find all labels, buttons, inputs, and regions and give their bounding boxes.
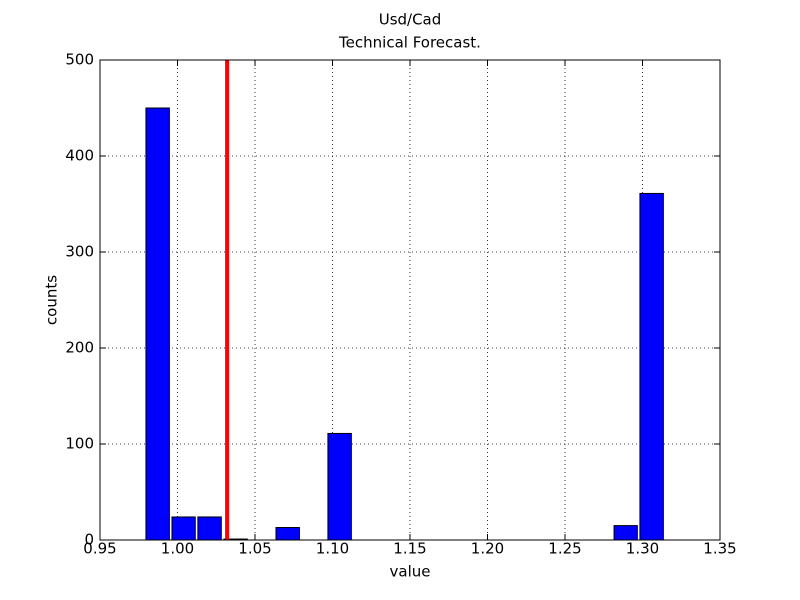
chart-subtitle: Technical Forecast. <box>338 34 481 52</box>
chart-title: Usd/Cad <box>379 11 442 29</box>
x-tick-label: 1.30 <box>626 540 659 558</box>
plot-frame <box>99 59 721 541</box>
y-tick-label: 200 <box>65 339 94 357</box>
bar <box>275 527 300 541</box>
y-tick-label: 100 <box>65 435 94 453</box>
y-tick-label: 400 <box>65 147 94 165</box>
x-tick-label: 1.10 <box>316 540 349 558</box>
x-tick-label: 1.00 <box>161 540 194 558</box>
x-tick-label: 1.35 <box>703 540 736 558</box>
bar <box>145 107 170 541</box>
bar <box>197 516 222 541</box>
y-axis-label: counts <box>43 275 61 325</box>
x-tick-label: 1.20 <box>471 540 504 558</box>
x-tick-label: 1.05 <box>238 540 271 558</box>
x-tick-label: 0.95 <box>83 540 116 558</box>
x-tick-label: 1.25 <box>548 540 581 558</box>
bar <box>171 516 196 541</box>
x-tick-label: 1.15 <box>393 540 426 558</box>
y-tick-label: 300 <box>65 243 94 261</box>
y-tick-label: 500 <box>65 51 94 69</box>
bar <box>613 525 638 541</box>
y-tick-label: 0 <box>84 531 94 549</box>
x-axis-label: value <box>390 563 431 581</box>
bar <box>639 192 664 541</box>
bar <box>327 432 352 541</box>
